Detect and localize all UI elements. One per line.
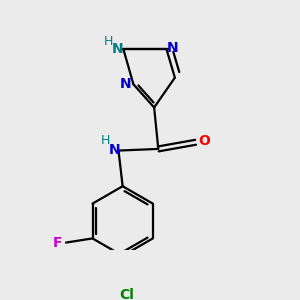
Text: N: N [109, 143, 120, 157]
Text: H: H [100, 134, 110, 147]
Text: N: N [112, 42, 124, 56]
Text: O: O [198, 134, 210, 148]
Text: N: N [120, 77, 132, 91]
Text: N: N [167, 41, 178, 55]
Text: H: H [104, 35, 113, 48]
Text: Cl: Cl [119, 288, 134, 300]
Text: F: F [53, 236, 62, 250]
